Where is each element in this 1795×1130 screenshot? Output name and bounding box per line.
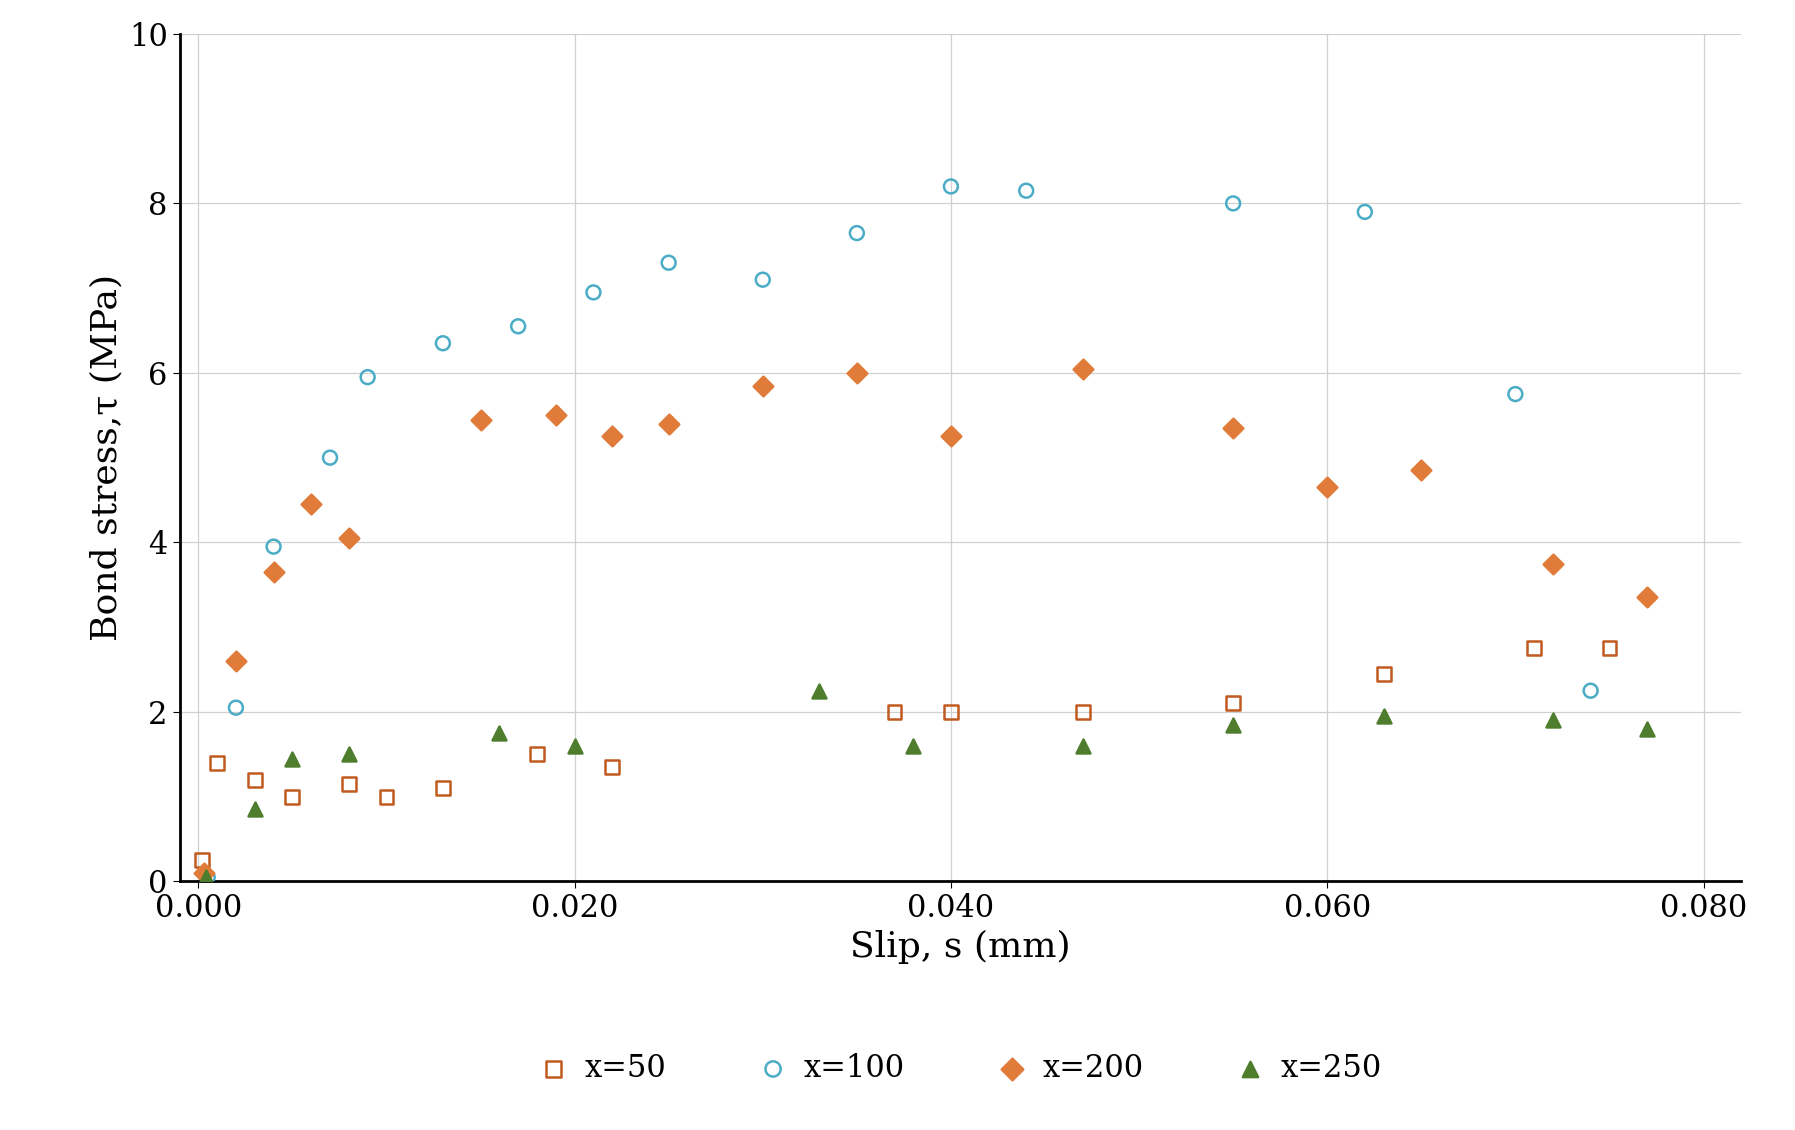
x=50 <box>372 788 400 806</box>
x=200 <box>334 529 363 547</box>
x=100 <box>655 254 684 272</box>
x=250 <box>899 737 928 755</box>
x=50 <box>188 851 217 869</box>
x=200 <box>221 652 250 670</box>
x=100 <box>221 698 250 716</box>
x=200 <box>598 427 626 445</box>
x=200 <box>1633 589 1662 607</box>
x=250 <box>485 724 513 742</box>
x=50 <box>598 758 626 776</box>
x=100 <box>194 868 223 886</box>
x=200 <box>542 407 571 425</box>
X-axis label: Slip, s (mm): Slip, s (mm) <box>851 930 1070 964</box>
Y-axis label: Bond stress,τ (MPa): Bond stress,τ (MPa) <box>90 275 124 641</box>
x=200 <box>1538 555 1567 573</box>
x=50 <box>1219 694 1248 713</box>
x=100 <box>749 270 777 288</box>
x=250 <box>278 749 307 767</box>
x=250 <box>1219 715 1248 733</box>
x=250 <box>334 746 363 764</box>
x=50 <box>1068 703 1097 721</box>
x=200 <box>842 364 871 382</box>
x=250 <box>560 737 589 755</box>
x=200 <box>467 410 495 428</box>
x=50 <box>241 771 269 789</box>
x=100 <box>316 449 345 467</box>
x=100 <box>842 224 871 242</box>
x=100 <box>354 368 382 386</box>
x=50 <box>522 746 551 764</box>
Legend: x=50, x=100, x=200, x=250: x=50, x=100, x=200, x=250 <box>526 1041 1395 1096</box>
x=200 <box>1407 461 1436 479</box>
x=250 <box>1538 712 1567 730</box>
x=250 <box>1068 737 1097 755</box>
x=250 <box>241 800 269 818</box>
x=50 <box>278 788 307 806</box>
x=250 <box>1370 707 1398 725</box>
x=100 <box>1012 182 1041 200</box>
x=200 <box>258 563 287 581</box>
x=100 <box>504 318 533 336</box>
x=50 <box>1520 640 1549 658</box>
x=50 <box>1370 664 1398 683</box>
x=100 <box>258 538 287 556</box>
x=200 <box>1312 478 1341 496</box>
x=100 <box>937 177 966 195</box>
x=250 <box>192 868 221 886</box>
x=100 <box>1350 203 1379 221</box>
x=200 <box>937 427 966 445</box>
x=200 <box>655 415 684 433</box>
x=50 <box>1596 640 1624 658</box>
x=200 <box>190 863 219 881</box>
x=50 <box>880 703 908 721</box>
x=100 <box>1501 385 1529 403</box>
x=200 <box>296 495 325 513</box>
x=250 <box>1633 720 1662 738</box>
x=200 <box>1068 359 1097 377</box>
x=100 <box>580 284 609 302</box>
x=100 <box>1219 194 1248 212</box>
x=250 <box>804 681 833 699</box>
x=200 <box>1219 419 1248 437</box>
x=50 <box>937 703 966 721</box>
x=50 <box>429 780 458 798</box>
x=50 <box>334 775 363 793</box>
x=50 <box>203 754 232 772</box>
x=100 <box>1576 681 1605 699</box>
x=200 <box>749 376 777 394</box>
x=100 <box>429 334 458 353</box>
